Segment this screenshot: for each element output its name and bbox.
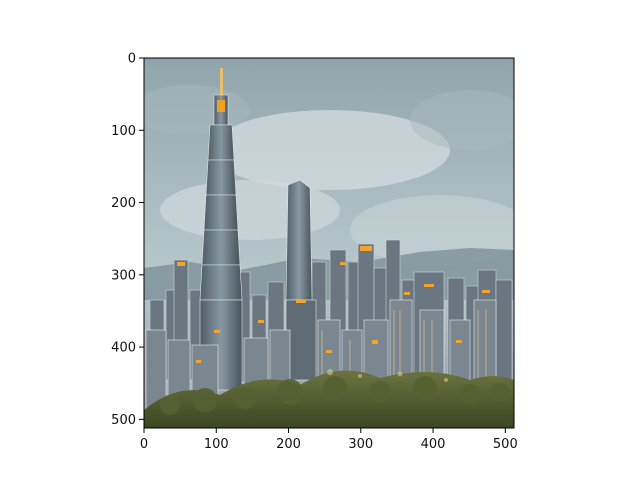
y-tick-label: 100 — [111, 124, 136, 139]
second-tower — [285, 179, 317, 381]
x-tick-label: 400 — [421, 437, 446, 452]
skyline-image — [144, 58, 514, 428]
y-tick-label: 300 — [111, 268, 136, 283]
y-tick-label: 400 — [111, 341, 136, 356]
y-tick-label: 200 — [111, 196, 136, 211]
x-tick-label: 500 — [493, 437, 518, 452]
x-tick-label: 100 — [204, 437, 229, 452]
x-tick-label: 200 — [276, 437, 301, 452]
y-axis-ticks: 0 100 200 300 400 500 — [111, 52, 144, 428]
y-tick-label: 0 — [128, 52, 136, 67]
axes-frame — [143, 57, 515, 429]
y-tick-label: 500 — [111, 413, 136, 428]
x-tick-label: 300 — [348, 437, 373, 452]
x-tick-label: 0 — [140, 437, 148, 452]
x-axis-ticks: 0 100 200 300 400 500 — [140, 428, 518, 452]
